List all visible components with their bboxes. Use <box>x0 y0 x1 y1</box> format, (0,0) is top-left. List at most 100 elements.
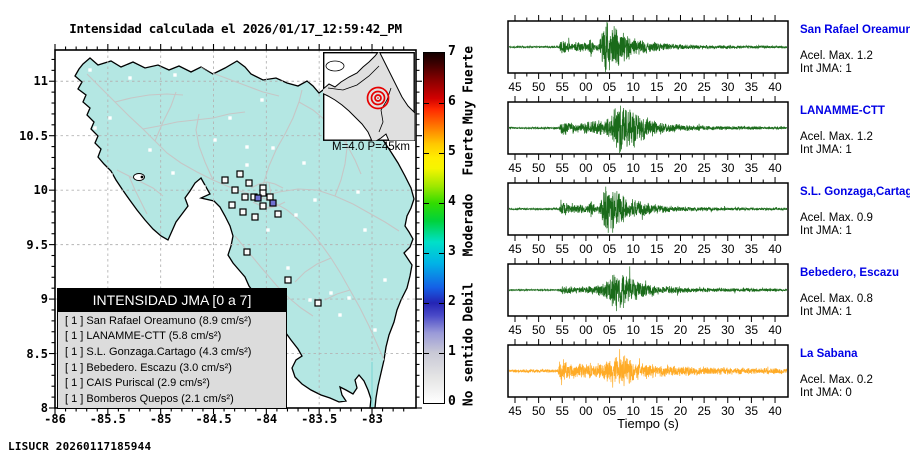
station-dot <box>260 98 264 102</box>
map-title: Intensidad calculada el 2026/01/17_12:59… <box>69 21 402 36</box>
waveform-trace <box>509 266 787 312</box>
time-axis-title: Tiempo (s) <box>617 416 679 431</box>
colorbar-tick-label: 5 <box>448 144 456 159</box>
lat-tick-label: 9 <box>40 292 48 307</box>
time-tick-label: 15 <box>650 404 664 418</box>
legend-item: [ 1 ] San Rafael Oreamuno (8.9 cm/s²) <box>65 314 252 327</box>
time-tick-label: 15 <box>650 242 664 256</box>
station-dot <box>271 146 275 150</box>
station-dot <box>308 298 312 302</box>
triggered-station-marker <box>243 248 251 256</box>
time-tick-label: 45 <box>508 323 522 337</box>
time-tick-label: 30 <box>721 242 735 256</box>
time-tick-label: 25 <box>697 404 711 418</box>
lon-tick-label: -83.5 <box>301 412 338 426</box>
triggered-station-marker <box>241 193 249 201</box>
time-tick-label: 55 <box>556 242 570 256</box>
time-tick-label: 20 <box>674 323 688 337</box>
time-tick-label: 00 <box>579 323 593 337</box>
time-tick-label: 10 <box>627 323 641 337</box>
intensity-legend: INTENSIDAD JMA [0 a 7] [ 1 ] San Rafael … <box>57 288 287 409</box>
time-tick-label: 25 <box>697 161 711 175</box>
triggered-station-marker <box>251 213 259 221</box>
triggered-station-marker <box>236 170 244 178</box>
station-dot <box>338 313 342 317</box>
lat-tick-label: 9.5 <box>26 237 48 252</box>
time-tick-label: 10 <box>627 80 641 94</box>
seismogram-5: 45 50 55 00 05 10 15 20 25 30 35 40 <box>507 339 789 418</box>
triggered-station-marker <box>245 179 253 187</box>
station-dot <box>245 163 249 167</box>
time-tick-label: 40 <box>768 242 782 256</box>
time-tick-label: 15 <box>650 161 664 175</box>
colorbar-tick-label: 6 <box>448 94 456 109</box>
time-tick-label: 05 <box>603 80 617 94</box>
time-tick-label: 55 <box>556 80 570 94</box>
legend-item: [ 1 ] Bebedero. Escazu (3.0 cm/s²) <box>65 361 232 374</box>
triggered-station-marker <box>314 299 322 307</box>
colorbar-tick <box>439 103 444 105</box>
station-dot <box>173 73 177 77</box>
colorbar-tick-label: 3 <box>448 244 456 259</box>
station-dot <box>88 68 92 72</box>
lon-tick-label: -85 <box>149 412 172 426</box>
intensity-colorbar <box>423 52 445 404</box>
station-dot <box>302 161 306 165</box>
time-tick-label: 20 <box>674 161 688 175</box>
colorbar-tick-label: 7 <box>448 44 456 59</box>
time-tick-label: 30 <box>721 161 735 175</box>
triggered-station-marker-int1 <box>269 199 277 207</box>
lat-tick-label: 8.5 <box>26 346 48 361</box>
legend-item: [ 1 ] S.L. Gonzaga.Cartago (4.3 cm/s²) <box>65 346 252 359</box>
time-tick-label: 50 <box>532 161 546 175</box>
seismogram-3: 45 50 55 00 05 10 15 20 25 30 35 40 <box>507 177 789 256</box>
legend-title: INTENSIDAD JMA [0 a 7] <box>58 289 286 312</box>
legend-item: [ 1 ] CAIS Puriscal (2.9 cm/s²) <box>65 377 210 390</box>
triggered-station-marker <box>228 201 236 209</box>
triggered-station-marker <box>259 189 267 197</box>
station-acel-max: Acel. Max. 0.2 <box>800 374 873 386</box>
time-tick-label: 50 <box>532 242 546 256</box>
waveform-trace <box>509 186 787 233</box>
time-tick-label: 20 <box>674 242 688 256</box>
lon-tick-label: -83 <box>361 412 383 426</box>
time-tick-label: 55 <box>556 161 570 175</box>
station-dot <box>383 278 387 282</box>
station-dot <box>286 266 290 270</box>
colorbar-category-label: No sentido <box>461 327 477 407</box>
time-tick-label: 00 <box>579 80 593 94</box>
station-dot <box>266 228 270 232</box>
time-tick-label: 00 <box>579 404 593 418</box>
colorbar-tick <box>439 303 444 305</box>
station-dot <box>347 296 351 300</box>
time-tick-label: 05 <box>603 323 617 337</box>
seismogram-1: 45 50 55 00 05 10 15 20 25 30 35 40 <box>507 15 789 94</box>
lake-arenal <box>133 173 145 181</box>
station-dot <box>313 198 317 202</box>
inset-magnitude-label: M=4.0 P=45km <box>332 141 410 153</box>
epicenter-icon <box>366 86 390 110</box>
station-int-jma: Int JMA: 1 <box>800 144 852 156</box>
time-tick-label: 30 <box>721 323 735 337</box>
station-dot <box>109 173 113 177</box>
map-ticks <box>49 44 422 414</box>
time-tick-label: 10 <box>627 161 641 175</box>
colorbar-tick <box>424 303 429 305</box>
station-int-jma: Int JMA: 0 <box>800 387 852 399</box>
footer-timestamp: LISUCR 20260117185944 <box>8 440 152 453</box>
time-tick-label: 20 <box>674 404 688 418</box>
lon-tick-label: -84 <box>255 412 278 426</box>
colorbar-tick <box>424 353 429 355</box>
station-name: La Sabana <box>800 348 858 360</box>
time-tick-label: 10 <box>627 404 641 418</box>
station-int-jma: Int JMA: 1 <box>800 225 852 237</box>
colorbar-tick-label: 4 <box>448 194 456 209</box>
station-dot <box>356 190 360 194</box>
time-tick-label: 20 <box>674 80 688 94</box>
lat-tick-label: 10 <box>33 183 48 198</box>
waveform-trace <box>509 349 787 388</box>
waveform-trace <box>509 22 787 72</box>
triggered-station-marker <box>259 202 267 210</box>
lat-tick-label: 8 <box>40 401 48 415</box>
